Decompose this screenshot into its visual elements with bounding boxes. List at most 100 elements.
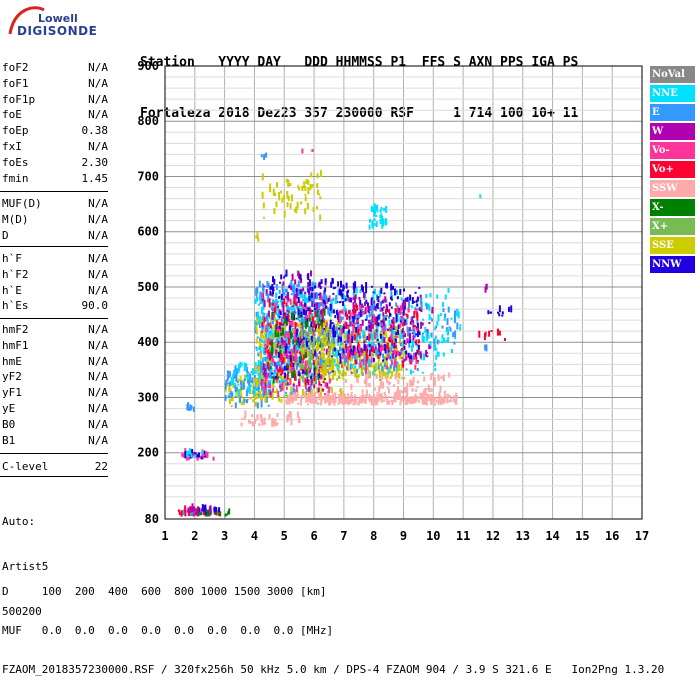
data-point <box>389 382 392 385</box>
data-point <box>370 285 373 288</box>
data-point <box>273 355 276 358</box>
data-point <box>285 391 288 394</box>
data-point <box>293 344 296 351</box>
data-point <box>415 333 418 336</box>
data-point <box>271 336 274 339</box>
data-point <box>310 172 313 178</box>
data-point <box>204 451 207 457</box>
data-point <box>322 320 325 328</box>
data-point <box>391 396 393 399</box>
data-point <box>266 313 269 317</box>
data-point <box>336 324 339 329</box>
data-point <box>266 328 269 333</box>
data-point <box>403 345 406 350</box>
data-point <box>406 296 409 302</box>
data-point <box>317 189 319 195</box>
data-point <box>263 417 266 423</box>
data-point <box>390 283 393 291</box>
data-point <box>291 398 294 404</box>
data-point <box>298 372 301 377</box>
data-point <box>299 402 302 406</box>
data-point <box>190 453 193 458</box>
data-point <box>388 327 391 330</box>
data-point <box>323 371 326 377</box>
data-point <box>187 402 190 408</box>
data-point <box>336 301 339 304</box>
data-point <box>306 360 309 363</box>
data-point <box>278 380 281 384</box>
data-point <box>338 288 341 296</box>
data-point <box>337 375 340 379</box>
data-point <box>359 304 362 310</box>
data-point <box>307 334 310 341</box>
data-point <box>297 185 300 189</box>
data-point <box>353 286 356 293</box>
legend-item: Vo- <box>650 142 695 159</box>
data-point <box>300 342 303 348</box>
data-point <box>433 377 436 385</box>
data-point <box>269 341 272 345</box>
data-point <box>369 396 372 399</box>
data-point <box>454 400 457 403</box>
param-value: N/A <box>88 433 108 447</box>
data-point <box>294 371 297 375</box>
data-point <box>382 330 385 335</box>
data-point <box>261 358 264 365</box>
data-point <box>364 292 367 299</box>
data-point <box>324 287 327 292</box>
data-point <box>302 388 304 396</box>
data-point <box>315 353 318 359</box>
panel-separator <box>0 191 108 192</box>
data-point <box>385 283 388 289</box>
data-point <box>321 309 323 317</box>
data-point <box>301 288 304 295</box>
data-point <box>373 394 376 400</box>
data-point <box>299 321 302 329</box>
data-point <box>303 384 306 387</box>
data-point <box>259 346 262 352</box>
data-point <box>405 338 408 341</box>
data-point <box>287 297 290 302</box>
data-point <box>287 337 290 345</box>
data-point <box>184 509 187 517</box>
data-point <box>388 388 390 394</box>
footer-info: D 100 200 400 600 800 1000 1500 3000 [km… <box>2 559 664 689</box>
data-point <box>224 389 227 393</box>
data-point <box>351 345 354 352</box>
data-point <box>241 379 244 385</box>
data-point <box>373 320 376 325</box>
data-point <box>280 384 283 391</box>
data-point <box>259 390 262 395</box>
data-point <box>365 286 368 294</box>
data-point <box>277 368 280 372</box>
data-point <box>260 154 263 158</box>
param-name: yF1 <box>2 386 22 400</box>
data-point <box>361 389 364 394</box>
data-point <box>353 322 356 326</box>
data-point <box>297 313 300 320</box>
data-point <box>302 316 305 322</box>
data-point <box>359 299 362 307</box>
data-point <box>373 203 376 211</box>
data-point <box>261 380 264 388</box>
data-point <box>412 326 415 331</box>
data-point <box>273 208 276 214</box>
data-point <box>298 418 301 424</box>
param-value: N/A <box>88 354 108 368</box>
data-point <box>377 354 380 359</box>
data-point <box>289 349 292 352</box>
data-point <box>296 342 299 349</box>
data-point <box>336 309 338 315</box>
data-point <box>390 360 393 366</box>
data-point <box>315 320 318 325</box>
data-point <box>304 293 307 300</box>
data-point <box>303 339 306 342</box>
data-point <box>376 339 379 342</box>
data-point <box>272 320 274 325</box>
data-point <box>350 358 353 362</box>
data-point <box>411 318 414 324</box>
data-point <box>435 325 438 329</box>
data-point <box>305 384 307 390</box>
data-point <box>498 305 501 313</box>
data-point <box>369 319 372 324</box>
